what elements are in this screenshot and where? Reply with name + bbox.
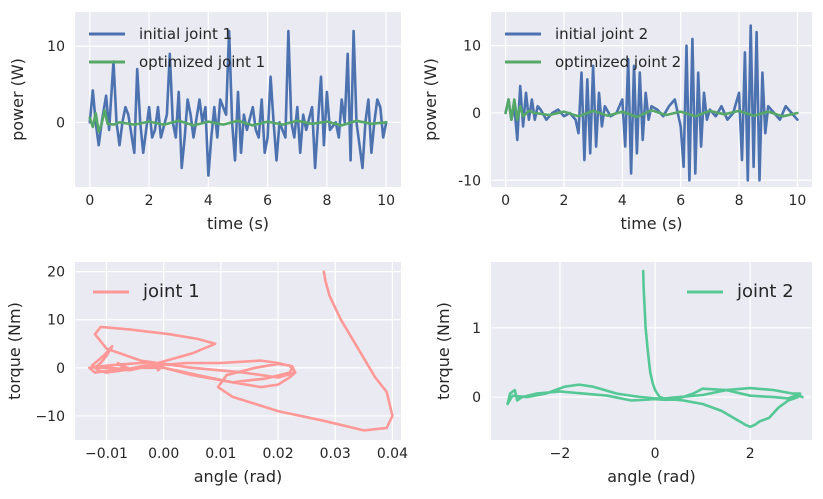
x-tick-label: 0.03 [320, 446, 351, 462]
y-tick-label: -10 [458, 173, 481, 189]
series-line-optimized-joint-2 [504, 98, 799, 121]
x-tick-label: −0.01 [85, 446, 128, 462]
x-tick-label: 8 [735, 193, 744, 209]
y-tick-label: 10 [47, 39, 65, 55]
y-tick-label: 1 [472, 321, 481, 337]
plot-area [491, 262, 812, 440]
x-tick-label: −2 [550, 446, 571, 462]
y-tick-label: 0 [56, 115, 65, 131]
legend-label: initial joint 1 [139, 25, 232, 43]
series-line-joint-1 [88, 270, 394, 432]
legend-label: initial joint 2 [555, 25, 648, 43]
y-tick-label: 0 [472, 390, 481, 406]
x-tick-label: 0.00 [148, 446, 179, 462]
x-tick-label: 0.04 [377, 446, 408, 462]
subplot-3: −0.01 0.00 0.01 0.02 0.03 0.04 −10 0 10 20 angle (… [5, 262, 408, 486]
x-tick-label: 0 [501, 193, 510, 209]
x-tick-label: 0.02 [262, 446, 293, 462]
y-axis-label: power (W) [8, 58, 27, 141]
x-tick-label: 2 [746, 446, 755, 462]
x-tick-label: 2 [145, 193, 154, 209]
x-tick-label: 4 [618, 193, 627, 209]
x-tick-label: 0.01 [205, 446, 236, 462]
x-tick-label: 0 [651, 446, 660, 462]
series-line-joint-2 [506, 269, 804, 429]
x-tick-label: 0 [85, 193, 94, 209]
subplot-4: −2 0 2 0 1 angle (rad) torque (Nm) joint 2 [434, 262, 812, 486]
y-axis-label: torque (Nm) [434, 302, 453, 400]
x-tick-label: 10 [377, 193, 395, 209]
x-axis-label: angle (rad) [607, 467, 696, 486]
x-tick-label: 8 [322, 193, 331, 209]
series-line-optimized-joint-1 [88, 108, 388, 133]
legend-label: joint 1 [142, 281, 200, 302]
x-axis-label: time (s) [207, 214, 269, 233]
x-tick-label: 6 [263, 193, 272, 209]
x-tick-label: 2 [559, 193, 568, 209]
y-tick-label: 10 [47, 313, 65, 329]
legend-label: joint 2 [736, 281, 794, 302]
x-tick-label: 10 [788, 193, 806, 209]
y-tick-label: −10 [35, 409, 65, 425]
y-tick-label: 0 [56, 361, 65, 377]
x-axis-label: time (s) [620, 214, 682, 233]
y-axis-label: torque (Nm) [5, 302, 24, 400]
y-axis-label: power (W) [421, 58, 440, 141]
plot-area [75, 262, 401, 440]
x-tick-label: 4 [204, 193, 213, 209]
y-tick-label: 10 [463, 39, 481, 55]
y-tick-label: 0 [472, 106, 481, 122]
subplot-1: 0 2 4 6 8 10 0 10 time (s) power (W) initial joint… [8, 12, 401, 233]
y-tick-label: 20 [47, 265, 65, 281]
legend-label: optimized joint 2 [555, 53, 681, 71]
x-tick-label: 6 [676, 193, 685, 209]
x-axis-label: angle (rad) [194, 467, 283, 486]
series-line-initial-joint-2 [504, 24, 799, 182]
subplot-2: 0 2 4 6 8 10 -10 0 10 time (s) power (W) initial jo… [421, 12, 812, 233]
legend-label: optimized joint 1 [139, 53, 265, 71]
